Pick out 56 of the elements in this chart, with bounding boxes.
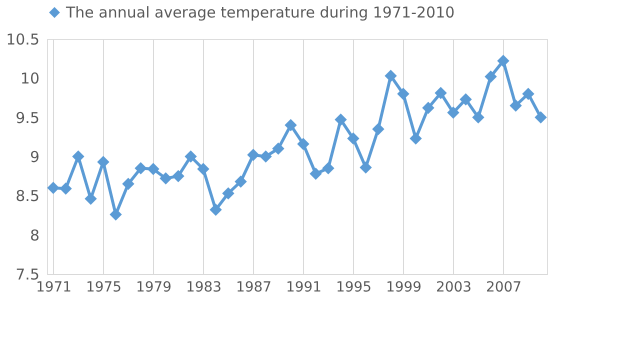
point <box>447 106 460 119</box>
y-tick-label: 9.5 <box>16 108 40 127</box>
point <box>160 172 172 185</box>
x-tick-label: 1991 <box>286 280 322 296</box>
x-tick-label: 2003 <box>436 280 472 296</box>
point <box>272 142 284 155</box>
x-tick-label: 1979 <box>136 280 172 296</box>
point <box>334 114 347 126</box>
point <box>434 86 447 100</box>
point <box>384 70 397 82</box>
point <box>422 102 434 114</box>
x-tick-label: 1999 <box>386 280 422 296</box>
point <box>97 156 110 168</box>
point <box>247 148 260 162</box>
y-tick-label: 10 <box>20 70 40 88</box>
point <box>172 170 184 182</box>
point <box>484 70 497 83</box>
x-tick-label: 2007 <box>486 280 522 296</box>
point <box>60 182 72 195</box>
point <box>234 175 247 188</box>
y-tick-label: 9 <box>30 148 40 166</box>
y-tick-label: 8 <box>30 226 40 244</box>
legend-label: The annual average temperature during 1971-2010 <box>65 4 455 22</box>
point <box>147 162 160 176</box>
point <box>184 150 197 163</box>
point <box>410 132 422 145</box>
point <box>110 208 122 221</box>
point <box>310 168 322 180</box>
point <box>84 192 97 205</box>
point <box>460 93 472 106</box>
point <box>284 119 297 132</box>
point <box>260 150 272 163</box>
point <box>534 111 547 124</box>
point <box>497 54 510 68</box>
y-tick-label: 10.5 <box>6 30 40 48</box>
point <box>322 162 334 174</box>
point <box>47 182 60 194</box>
x-tick-label: 1995 <box>336 280 372 296</box>
point <box>134 162 147 174</box>
point <box>397 88 410 100</box>
point <box>360 161 372 174</box>
point <box>122 178 134 190</box>
point <box>210 204 222 216</box>
point <box>472 111 484 124</box>
point <box>347 132 360 145</box>
point <box>297 138 310 150</box>
point <box>72 150 84 163</box>
point <box>222 187 234 200</box>
x-tick-label: 1987 <box>236 280 272 296</box>
y-tick-label: 8.5 <box>16 187 40 206</box>
point <box>372 122 384 136</box>
point <box>197 162 210 176</box>
x-tick-label: 1975 <box>86 280 122 296</box>
point <box>522 88 534 100</box>
point <box>510 99 522 112</box>
x-tick-label: 1983 <box>186 280 222 296</box>
